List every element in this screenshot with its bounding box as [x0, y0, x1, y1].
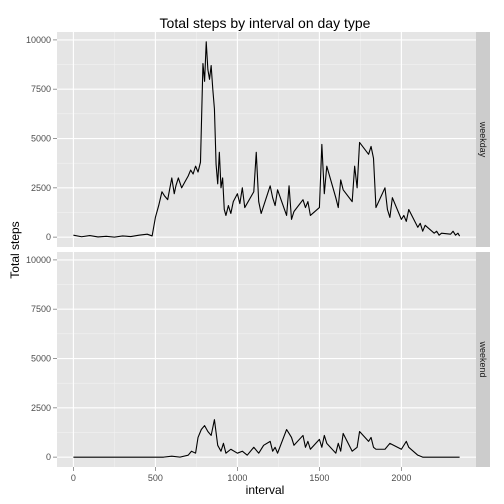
x-tick-label: 0	[71, 473, 76, 483]
y-tick-label: 7500	[31, 84, 51, 94]
x-tick-label: 1500	[309, 473, 329, 483]
x-tick-label: 1000	[227, 473, 247, 483]
y-tick-label: 10000	[26, 255, 51, 265]
y-tick-label: 5000	[31, 134, 51, 144]
facet-panels: 0 2500 5000 7500 10000 weekday 0 2500 5000 7500 10…	[26, 32, 490, 467]
x-tick-label: 500	[148, 473, 163, 483]
strip-background	[476, 32, 490, 247]
y-tick-label: 5000	[31, 354, 51, 364]
y-tick-label: 2500	[31, 403, 51, 413]
y-tick-label: 0	[46, 452, 51, 462]
y-tick-label: 2500	[31, 183, 51, 193]
strip-label-weekday: weekday	[478, 121, 488, 158]
y-tick-label: 7500	[31, 304, 51, 314]
panel-background	[57, 32, 476, 247]
chart-title: Total steps by interval on day type	[160, 15, 371, 31]
y-tick-label: 10000	[26, 35, 51, 45]
x-tick-label: 2000	[391, 473, 411, 483]
strip-background	[476, 252, 490, 467]
facet-panel-weekday: 0 2500 5000 7500 10000 weekday	[26, 32, 490, 247]
panel-background	[57, 252, 476, 467]
x-axis: 0 500 1000 1500 2000	[71, 467, 411, 483]
strip-label-weekend: weekend	[478, 340, 488, 377]
y-tick-label: 0	[46, 232, 51, 242]
facet-panel-weekend: 0 2500 5000 7500 10000 weekend	[26, 252, 490, 467]
x-axis-title: interval	[246, 483, 285, 497]
series-line-weekend	[73, 419, 460, 458]
y-axis-title: Total steps	[8, 221, 22, 278]
series-line-weekday	[73, 41, 461, 238]
